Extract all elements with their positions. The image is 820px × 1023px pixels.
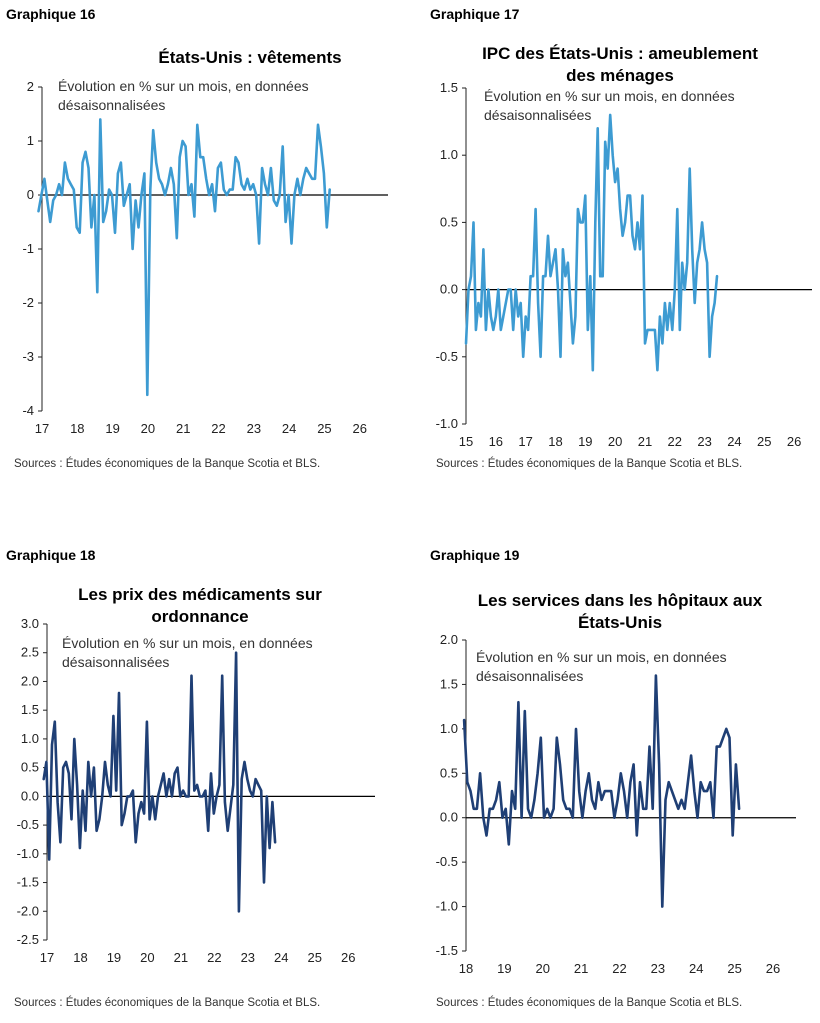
y-tick-label: -3	[22, 349, 34, 364]
x-tick-label: 25	[308, 950, 322, 965]
x-tick-label: 16	[489, 434, 503, 449]
x-tick-label: 24	[727, 434, 741, 449]
x-tick-label: 21	[174, 950, 188, 965]
y-tick-label: 3.0	[21, 616, 39, 631]
x-tick-label: 18	[70, 421, 84, 436]
line-chart-furnishings: 1.5 1.0 0.5 0.0 -0.5 -1.015 16 17 18 19 20 21 22 23 24…	[436, 80, 812, 449]
y-tick-label: 2.0	[21, 673, 39, 688]
y-tick-label: 0.0	[440, 810, 458, 825]
x-tick-label: 17	[518, 434, 532, 449]
x-tick-label: 24	[282, 421, 296, 436]
y-tick-label: -4	[22, 403, 34, 418]
x-tick-label: 21	[176, 421, 190, 436]
source-note-17: Sources : Études économiques de la Banqu…	[436, 458, 743, 470]
graph-label-17: Graphique 17	[430, 6, 520, 22]
y-tick-label: -1.5	[436, 943, 458, 958]
chart-subtitle-18: Évolution en % sur un mois, en données d…	[62, 635, 313, 670]
y-tick-label: 1.0	[21, 731, 39, 746]
y-tick-label: -0.5	[17, 817, 39, 832]
x-tick-label: 20	[536, 961, 550, 976]
line-chart-clothing: 210-1-2-3-417 18 19 20 21 22 23 24 25 26	[22, 79, 388, 436]
x-tick-label: 21	[638, 434, 652, 449]
x-tick-label: 25	[727, 961, 741, 976]
x-tick-label: 25	[317, 421, 331, 436]
y-tick-label: 0.5	[440, 765, 458, 780]
y-tick-label: -1.0	[436, 899, 458, 914]
y-tick-label: 2.0	[440, 632, 458, 647]
x-tick-label: 18	[548, 434, 562, 449]
x-tick-label: 17	[35, 421, 49, 436]
x-tick-label: 18	[73, 950, 87, 965]
y-tick-label: 0.5	[440, 214, 458, 229]
x-tick-label: 26	[353, 421, 367, 436]
x-tick-label: 22	[668, 434, 682, 449]
x-tick-label: 22	[211, 421, 225, 436]
y-tick-label: 0	[27, 187, 34, 202]
source-note-18: Sources : Études économiques de la Banqu…	[14, 997, 321, 1009]
chart-title-16: États-Unis : vêtements	[158, 48, 342, 67]
x-tick-label: 19	[497, 961, 511, 976]
y-tick-label: 1.5	[440, 676, 458, 691]
graph-label-18: Graphique 18	[6, 547, 96, 563]
graph-label-19: Graphique 19	[430, 547, 520, 563]
x-tick-label: 20	[140, 950, 154, 965]
x-tick-label: 18	[459, 961, 473, 976]
chart-subtitle-19: Évolution en % sur un mois, en données d…	[476, 649, 727, 684]
y-tick-label: 1	[27, 133, 34, 148]
x-tick-label: 21	[574, 961, 588, 976]
x-tick-label: 23	[247, 421, 261, 436]
chart-title-18: Les prix des médicaments sur ordonnance	[78, 585, 322, 626]
x-tick-label: 22	[612, 961, 626, 976]
x-tick-label: 23	[241, 950, 255, 965]
line-chart-hospital-services: 2.0 1.5 1.0 0.5 0.0 -0.5 -1.0 -1.518 19 20 21 22 23 2…	[436, 632, 796, 976]
y-tick-label: 0.0	[21, 788, 39, 803]
y-tick-label: 0.0	[440, 282, 458, 297]
source-note-16: Sources : Études économiques de la Banqu…	[14, 458, 321, 470]
chart-subtitle-17: Évolution en % sur un mois, en données d…	[484, 88, 735, 123]
y-tick-label: -0.5	[436, 349, 458, 364]
y-tick-label: -1.5	[17, 875, 39, 890]
series-line	[462, 674, 741, 908]
x-tick-label: 19	[578, 434, 592, 449]
y-tick-label: 2.5	[21, 645, 39, 660]
x-tick-label: 26	[341, 950, 355, 965]
y-tick-label: -0.5	[436, 854, 458, 869]
chart-title-17: IPC des États-Unis : ameublement des mén…	[482, 44, 758, 85]
y-tick-label: -1.0	[436, 416, 458, 431]
x-tick-label: 20	[608, 434, 622, 449]
series-line	[37, 118, 332, 397]
series-line	[42, 651, 277, 913]
chart-subtitle-16: Évolution en % sur un mois, en données d…	[58, 78, 309, 113]
y-tick-label: -2	[22, 295, 34, 310]
y-tick-label: 1.0	[440, 721, 458, 736]
graph-label-16: Graphique 16	[6, 6, 96, 22]
y-tick-label: 2	[27, 79, 34, 94]
y-tick-label: 1.5	[21, 702, 39, 717]
x-tick-label: 26	[766, 961, 780, 976]
x-tick-label: 25	[757, 434, 771, 449]
chart-title-19: Les services dans les hôpitaux aux États…	[477, 591, 763, 632]
x-tick-label: 26	[787, 434, 801, 449]
x-tick-label: 19	[105, 421, 119, 436]
x-tick-label: 23	[697, 434, 711, 449]
y-tick-label: 1.0	[440, 147, 458, 162]
x-tick-label: 19	[107, 950, 121, 965]
y-tick-label: -2.0	[17, 903, 39, 918]
line-chart-drugs: 3.0 2.5 2.0 1.5 1.0 0.5 0.0 -0.5 -1.0 -1.5 -2.0 -2.…	[17, 616, 375, 965]
x-tick-label: 20	[141, 421, 155, 436]
y-tick-label: -1	[22, 241, 34, 256]
y-tick-label: 0.5	[21, 760, 39, 775]
x-tick-label: 24	[274, 950, 288, 965]
y-tick-label: -2.5	[17, 932, 39, 947]
y-tick-label: 1.5	[440, 80, 458, 95]
source-note-19: Sources : Études économiques de la Banqu…	[436, 997, 743, 1009]
y-tick-label: -1.0	[17, 846, 39, 861]
series-line	[464, 113, 719, 372]
x-tick-label: 17	[40, 950, 54, 965]
x-tick-label: 23	[651, 961, 665, 976]
x-tick-label: 22	[207, 950, 221, 965]
x-tick-label: 15	[459, 434, 473, 449]
x-tick-label: 24	[689, 961, 703, 976]
